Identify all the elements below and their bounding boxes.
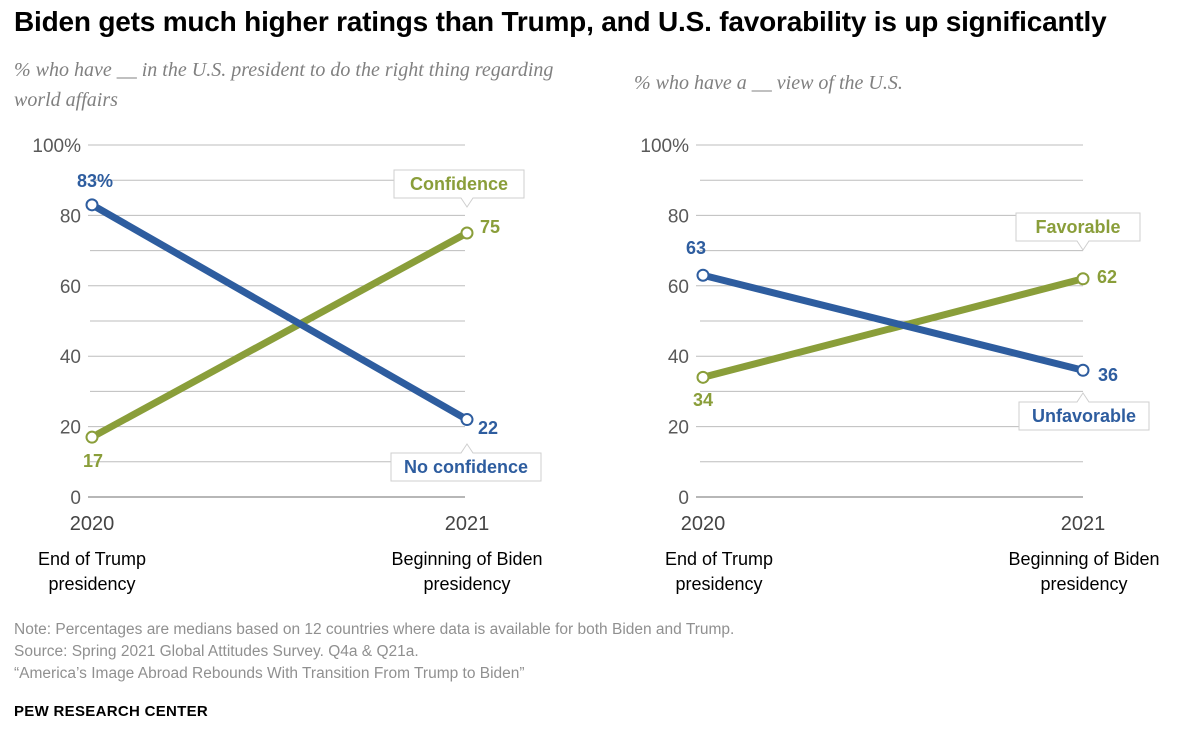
left-data-point	[460, 226, 474, 240]
left-y-tick-label: 80	[60, 206, 81, 227]
right-data-point	[1076, 363, 1090, 377]
left-data-label: 75	[480, 217, 500, 237]
right-x-tick-label: 2021	[1061, 513, 1106, 535]
left-data-point	[85, 198, 99, 212]
left-x-tick-label: 2020	[70, 513, 115, 535]
brand-logo-text: PEW RESEARCH CENTER	[14, 703, 209, 720]
right-series-callout	[1018, 392, 1150, 431]
left-y-tick-label: 20	[60, 418, 81, 439]
right-series-name-label: Unfavorable	[1032, 406, 1136, 426]
right-data-label: 36	[1098, 365, 1118, 385]
footer-report-title: “America’s Image Abroad Rebounds With Tr…	[14, 665, 525, 682]
right-x-description: Beginning of Biden	[1008, 549, 1159, 569]
left-x-description: presidency	[48, 574, 135, 594]
left-x-tick-label: 2021	[445, 513, 490, 535]
right-x-description: End of Trump	[665, 549, 773, 569]
right-y-tick-label: 0	[678, 488, 689, 509]
right-data-label: 62	[1097, 267, 1117, 287]
left-series-name-label: Confidence	[410, 174, 508, 194]
right-data-point	[696, 370, 710, 384]
right-series-callout	[1015, 212, 1141, 251]
right-y-tick-label: 20	[668, 418, 689, 439]
right-data-point	[696, 268, 710, 282]
footer-notes: Note: Percentages are medians based on 1…	[14, 619, 1164, 685]
left-series-line	[90, 229, 469, 441]
left-data-label: 22	[478, 418, 498, 438]
left-data-label: 83%	[77, 171, 113, 191]
right-y-tick-label: 60	[668, 277, 689, 298]
left-series-callout	[393, 169, 525, 208]
left-series-callout	[390, 443, 542, 482]
right-y-tick-label: 100%	[640, 136, 689, 157]
footer-source: Source: Spring 2021 Global Attitudes Sur…	[14, 643, 419, 660]
left-chart-subtitle: % who have __ in the U.S. president to d…	[14, 59, 554, 111]
left-y-tick-label: 60	[60, 277, 81, 298]
left-data-point	[460, 413, 474, 427]
right-series-name-label: Favorable	[1035, 217, 1120, 237]
right-chart-subtitle: % who have a __ view of the U.S.	[634, 72, 903, 94]
left-y-tick-label: 0	[70, 488, 81, 509]
footer-note: Note: Percentages are medians based on 1…	[14, 621, 735, 638]
right-series-line	[702, 271, 1084, 374]
right-y-tick-label: 80	[668, 206, 689, 227]
right-x-tick-label: 2020	[681, 513, 726, 535]
left-x-description: presidency	[423, 574, 510, 594]
left-series-name-label: No confidence	[404, 457, 528, 477]
left-x-description: Beginning of Biden	[391, 549, 542, 569]
left-x-description: End of Trump	[38, 549, 146, 569]
left-series-line	[90, 201, 469, 423]
right-series-line	[702, 275, 1084, 381]
left-data-label: 17	[83, 451, 103, 471]
left-y-tick-label: 100%	[32, 136, 81, 157]
right-data-label: 34	[693, 390, 713, 410]
left-data-point	[85, 430, 99, 444]
right-data-point	[1076, 272, 1090, 286]
chart-title: Biden gets much higher ratings than Trum…	[14, 6, 1107, 37]
left-y-tick-label: 40	[60, 347, 81, 368]
right-x-description: presidency	[1040, 574, 1127, 594]
right-data-label: 63	[686, 238, 706, 258]
right-y-tick-label: 40	[668, 347, 689, 368]
right-x-description: presidency	[675, 574, 762, 594]
